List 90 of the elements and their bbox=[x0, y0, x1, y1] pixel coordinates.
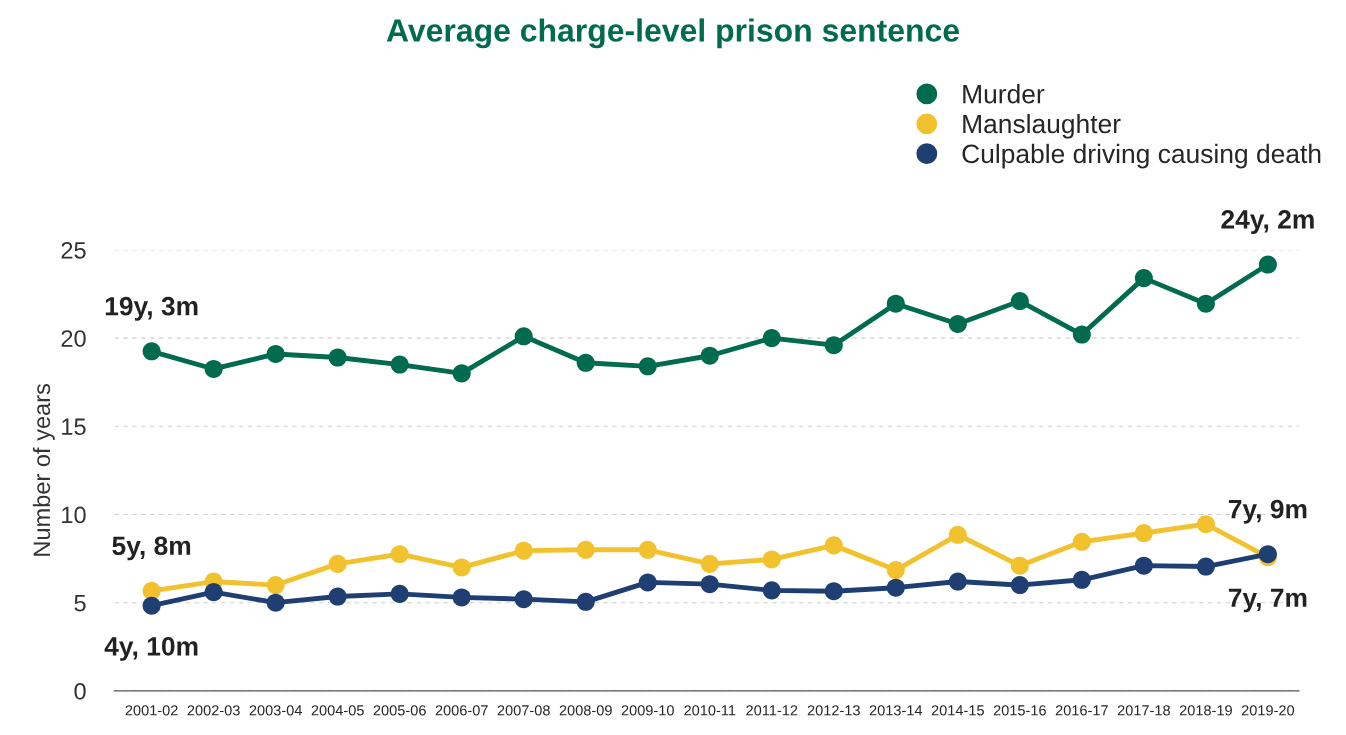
point bbox=[1196, 294, 1215, 313]
point bbox=[700, 575, 719, 594]
x-tick-label: 2006-07 bbox=[435, 705, 488, 716]
point bbox=[390, 545, 409, 564]
point bbox=[514, 327, 533, 346]
y-tick-label: 25 bbox=[61, 241, 86, 259]
point bbox=[452, 364, 471, 383]
point bbox=[1134, 523, 1153, 543]
point bbox=[886, 561, 905, 580]
x-tick-label: 2001-02 bbox=[125, 705, 178, 716]
point bbox=[390, 355, 409, 374]
y-tick-label: 15 bbox=[62, 418, 86, 436]
annotation: 7y, 9m bbox=[1228, 499, 1307, 524]
legend-label: Murder bbox=[963, 84, 1045, 104]
point bbox=[1258, 255, 1277, 274]
point bbox=[204, 359, 223, 378]
point bbox=[328, 587, 347, 606]
point bbox=[1010, 576, 1029, 595]
annotation: 19y, 3m bbox=[105, 296, 198, 321]
point bbox=[266, 344, 285, 363]
point bbox=[638, 573, 657, 592]
x-tick-label: 2015-16 bbox=[993, 705, 1046, 716]
point bbox=[638, 357, 657, 376]
annotation: 5y, 8m bbox=[112, 536, 191, 561]
point bbox=[266, 593, 285, 612]
y-tick-label: 20 bbox=[61, 330, 86, 347]
point bbox=[1072, 325, 1091, 344]
chart-title: Average charge-level prison sentence bbox=[386, 18, 959, 49]
annotation: 24y, 2m bbox=[1221, 210, 1314, 234]
y-tick-label: 10 bbox=[62, 506, 86, 524]
x-tick-label: 2009-10 bbox=[621, 705, 674, 716]
point bbox=[142, 581, 161, 600]
x-tick-label: 2010-11 bbox=[684, 705, 736, 716]
point bbox=[452, 588, 471, 607]
point bbox=[824, 536, 843, 555]
x-tick-label: 2008-09 bbox=[559, 705, 612, 716]
x-tick-label: 2013-14 bbox=[869, 705, 923, 716]
point bbox=[142, 596, 161, 615]
x-tick-label: 2019-20 bbox=[1241, 705, 1295, 716]
point bbox=[576, 353, 595, 372]
point bbox=[638, 540, 657, 559]
point bbox=[700, 346, 719, 365]
point bbox=[390, 584, 409, 603]
point bbox=[762, 550, 781, 569]
point bbox=[266, 576, 285, 595]
x-tick-label: 2014-15 bbox=[931, 705, 984, 716]
point bbox=[514, 590, 533, 609]
x-tick-label: 2007-08 bbox=[497, 705, 550, 716]
point bbox=[948, 572, 967, 591]
point bbox=[142, 342, 161, 361]
x-tick-label: 2003-04 bbox=[249, 705, 302, 716]
y-tick-label: 5 bbox=[74, 595, 86, 612]
point bbox=[1134, 269, 1153, 288]
point bbox=[1196, 515, 1215, 534]
x-tick-label: 2016-17 bbox=[1055, 705, 1108, 716]
point bbox=[824, 336, 843, 355]
point bbox=[328, 554, 347, 573]
point bbox=[514, 541, 533, 560]
legend-label: Manslaughter bbox=[963, 113, 1121, 139]
point bbox=[1134, 556, 1153, 575]
point bbox=[700, 554, 719, 573]
point bbox=[576, 540, 595, 559]
point bbox=[886, 578, 905, 597]
point bbox=[328, 348, 347, 367]
point bbox=[204, 583, 223, 602]
point bbox=[886, 294, 905, 313]
point bbox=[1010, 292, 1029, 311]
point bbox=[1010, 556, 1029, 575]
point bbox=[576, 592, 595, 611]
point bbox=[452, 558, 471, 577]
legend-label: Culpable driving causing death bbox=[962, 143, 1321, 169]
y-axis-title: Number of years bbox=[32, 383, 55, 556]
point bbox=[762, 329, 781, 348]
x-tick-label: 2005-06 bbox=[373, 705, 426, 716]
x-tick-label: 2011-12 bbox=[746, 705, 798, 716]
x-tick-label: 2004-05 bbox=[311, 705, 364, 716]
point bbox=[1072, 570, 1091, 589]
x-tick-label: 2018-19 bbox=[1179, 705, 1232, 716]
point bbox=[1196, 557, 1215, 576]
x-tick-label: 2012-13 bbox=[807, 705, 860, 716]
annotation: 7y, 7m bbox=[1228, 588, 1307, 613]
point bbox=[948, 314, 967, 334]
point bbox=[948, 525, 967, 544]
x-tick-label: 2017-18 bbox=[1117, 705, 1170, 716]
point bbox=[824, 582, 843, 601]
point bbox=[1072, 532, 1091, 551]
annotation: 4y, 10m bbox=[104, 636, 198, 661]
point bbox=[762, 581, 781, 600]
x-tick-label: 2002-03 bbox=[187, 705, 240, 716]
y-tick-label: 0 bbox=[74, 682, 86, 700]
